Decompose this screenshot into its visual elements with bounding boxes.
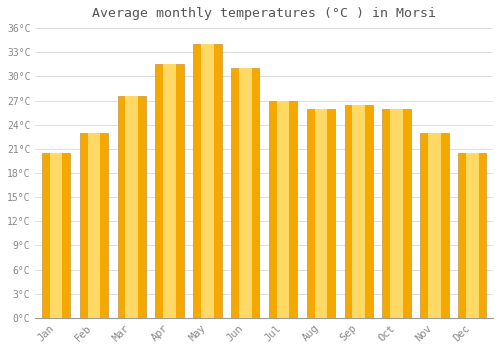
Bar	[88, 133, 101, 318]
Bar	[352, 105, 365, 318]
Bar	[42, 153, 70, 318]
Bar	[344, 105, 373, 318]
Bar	[458, 153, 486, 318]
Bar	[239, 68, 252, 318]
Bar	[306, 108, 335, 318]
Bar	[80, 133, 108, 318]
Bar	[163, 64, 176, 318]
Bar	[314, 108, 328, 318]
Bar	[466, 153, 478, 318]
Bar	[231, 68, 260, 318]
Bar	[269, 100, 298, 318]
Bar	[428, 133, 441, 318]
Bar	[193, 44, 222, 318]
Bar	[276, 100, 289, 318]
Bar	[156, 64, 184, 318]
Bar	[126, 97, 138, 318]
Bar	[201, 44, 214, 318]
Bar	[420, 133, 448, 318]
Bar	[382, 108, 411, 318]
Bar	[390, 108, 403, 318]
Bar	[118, 97, 146, 318]
Bar	[50, 153, 62, 318]
Title: Average monthly temperatures (°C ) in Morsi: Average monthly temperatures (°C ) in Mo…	[92, 7, 436, 20]
